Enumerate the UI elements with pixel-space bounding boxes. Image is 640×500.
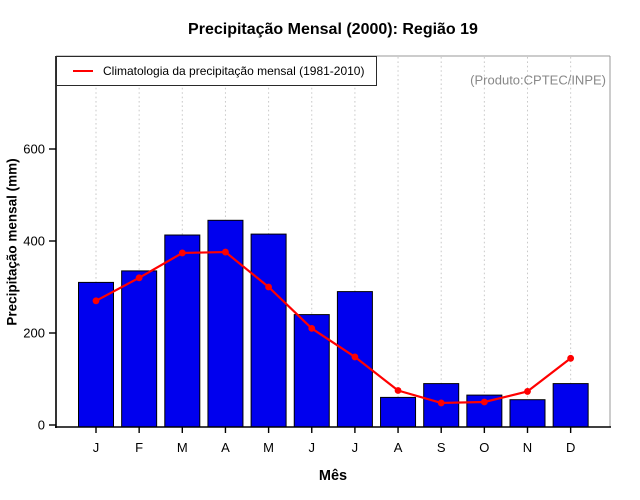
climatology-point — [308, 325, 316, 332]
bar — [509, 399, 546, 428]
x-tick-label: J — [309, 440, 316, 455]
x-tick-label: O — [479, 440, 489, 455]
bar — [78, 281, 114, 428]
bar — [380, 396, 417, 428]
climatology-point — [222, 248, 229, 256]
climatology-point — [524, 388, 531, 395]
climatology-point — [92, 297, 100, 305]
x-axis-title: Mês — [318, 468, 348, 484]
bar — [250, 233, 287, 428]
y-tick-label: 400 — [23, 234, 45, 249]
climatology-point — [480, 398, 488, 406]
x-tick-label: M — [177, 440, 188, 455]
y-axis-title: Precipitação mensal (mm) — [4, 158, 20, 326]
x-tick-label: M — [263, 440, 274, 455]
legend: Climatologia da precipitação mensal (198… — [56, 56, 378, 86]
x-tick-label: A — [394, 440, 403, 455]
legend-line-icon — [73, 70, 93, 72]
bar — [164, 234, 201, 428]
legend-label: Climatologia da precipitação mensal (198… — [103, 64, 365, 78]
y-tick-label: 0 — [38, 418, 45, 433]
x-tick-label: D — [566, 440, 575, 455]
x-tick-label: F — [135, 440, 143, 455]
climatology-point — [135, 274, 143, 282]
x-tick-label: S — [437, 440, 446, 455]
y-tick-label: 600 — [23, 142, 45, 157]
climatology-point — [351, 353, 359, 361]
watermark-text: (Produto:CPTEC/INPE) — [470, 72, 606, 88]
climatology-point — [178, 249, 186, 257]
bar — [552, 383, 589, 428]
x-tick-label: J — [352, 440, 359, 455]
x-tick-label: A — [221, 440, 230, 455]
x-tick-label: N — [523, 440, 532, 455]
bar — [121, 270, 158, 428]
climatology-point — [567, 354, 575, 362]
climatology-point — [394, 387, 402, 394]
bar — [293, 314, 330, 428]
y-tick-label: 200 — [23, 326, 45, 341]
climatology-line — [94, 250, 572, 405]
climatology-point — [265, 283, 272, 291]
x-tick-label: J — [93, 440, 100, 455]
climatology-point — [437, 399, 445, 407]
chart-title: Precipitação Mensal (2000): Região 19 — [188, 21, 478, 38]
